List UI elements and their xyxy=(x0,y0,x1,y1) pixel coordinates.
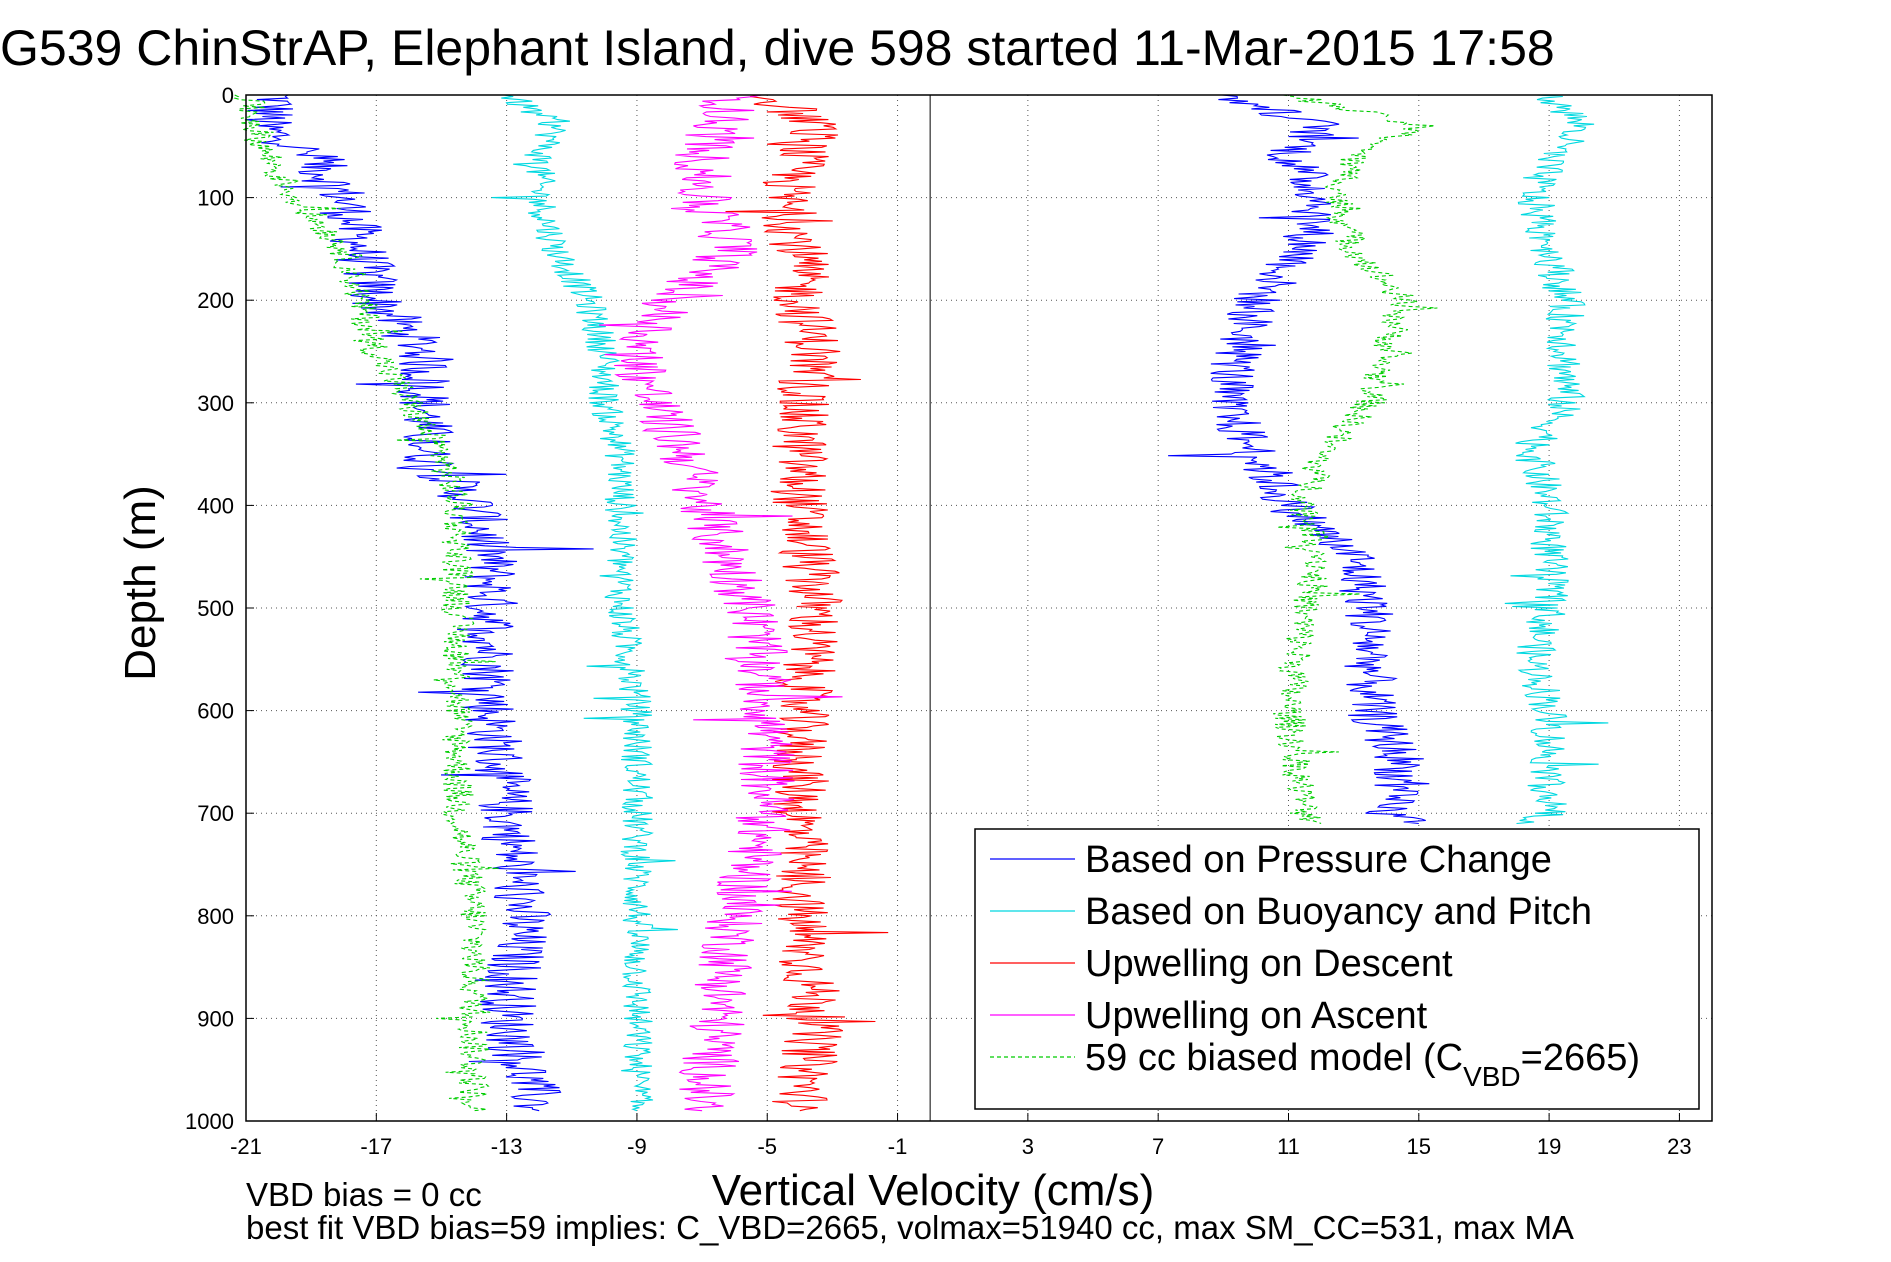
series-line-7 xyxy=(1273,94,1438,825)
series-lines xyxy=(233,94,1609,1112)
x-tick-label: 23 xyxy=(1667,1134,1691,1159)
y-axis-label: Depth (m) xyxy=(116,485,165,681)
series-line-1 xyxy=(491,94,678,1112)
x-tick-label: 11 xyxy=(1277,1134,1300,1159)
series-line-5 xyxy=(1168,94,1430,825)
y-tick-label: 1000 xyxy=(185,1109,234,1134)
legend-label: Upwelling on Ascent xyxy=(1085,995,1428,1037)
y-tick-label: 200 xyxy=(197,288,234,313)
y-tick-label: 600 xyxy=(197,699,234,724)
axis-ticks: -21 -17 -13 -9 -5 -1 3 7 11 15 19 23010020030040050… xyxy=(185,83,1692,1159)
legend-label-subscript: VBD xyxy=(1463,1061,1521,1092)
series-line-2 xyxy=(725,94,889,1112)
series-line-0 xyxy=(245,94,594,1112)
x-tick-label: -21 xyxy=(230,1134,262,1159)
y-tick-label: 400 xyxy=(197,493,234,518)
x-tick-label: -9 xyxy=(627,1134,647,1159)
y-tick-label: 300 xyxy=(197,391,234,416)
series-line-4 xyxy=(233,94,500,1112)
legend: Based on Pressure Change Based on Buoyanc… xyxy=(974,828,1700,1110)
x-tick-label: 15 xyxy=(1407,1134,1431,1159)
x-tick-label: -5 xyxy=(757,1134,777,1159)
x-axis-label: Vertical Velocity (cm/s) xyxy=(712,1166,1155,1215)
x-tick-label: -1 xyxy=(888,1134,908,1159)
y-tick-label: 500 xyxy=(197,596,234,621)
legend-label-suffix: =2665) xyxy=(1521,1037,1640,1079)
x-tick-label: 3 xyxy=(1022,1134,1034,1159)
y-tick-label: 100 xyxy=(197,186,234,211)
x-tick-label: 7 xyxy=(1152,1134,1164,1159)
series-line-6 xyxy=(1504,94,1609,825)
best-fit-summary-text: best fit VBD bias=59 implies: C_VBD=2665… xyxy=(246,1209,1574,1246)
chart-title: G539 ChinStrAP, Elephant Island, dive 59… xyxy=(0,20,1555,76)
x-tick-label: -13 xyxy=(491,1134,523,1159)
series-line-3 xyxy=(599,94,843,1112)
y-tick-label: 800 xyxy=(197,904,234,929)
vbd-bias-text: VBD bias = 0 cc xyxy=(246,1176,482,1213)
y-tick-label: 900 xyxy=(197,1006,234,1031)
legend-label: Upwelling on Descent xyxy=(1085,943,1453,985)
legend-label: Based on Buoyancy and Pitch xyxy=(1085,891,1592,933)
y-tick-label: 700 xyxy=(197,801,234,826)
y-tick-label: 0 xyxy=(222,83,234,108)
x-tick-label: 19 xyxy=(1537,1134,1561,1159)
legend-box xyxy=(974,828,1700,1110)
legend-label: Based on Pressure Change xyxy=(1085,839,1552,881)
x-tick-label: -17 xyxy=(360,1134,392,1159)
